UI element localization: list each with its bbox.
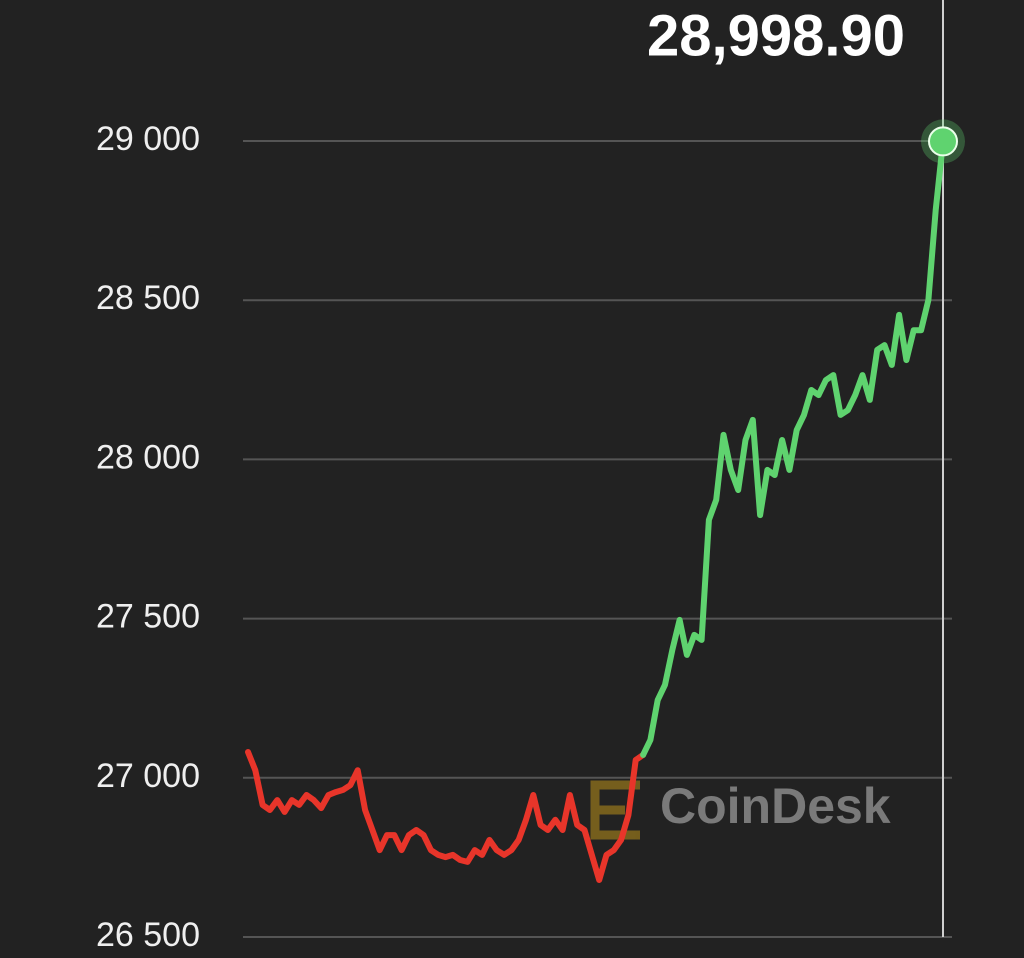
y-tick-label: 28 000 xyxy=(96,438,200,476)
y-tick-label: 28 500 xyxy=(96,279,200,317)
watermark: CoinDesk xyxy=(660,778,891,834)
y-tick-label: 27 000 xyxy=(96,757,200,795)
price-line xyxy=(640,138,946,758)
y-tick-label: 29 000 xyxy=(96,120,200,158)
watermark-logo xyxy=(590,780,640,840)
end-point xyxy=(928,126,958,157)
y-tick-label: 26 500 xyxy=(96,916,200,954)
y-tick-label: 27 500 xyxy=(96,598,200,636)
price-line xyxy=(245,749,647,883)
chart-title: 28,998.90 xyxy=(647,3,905,68)
